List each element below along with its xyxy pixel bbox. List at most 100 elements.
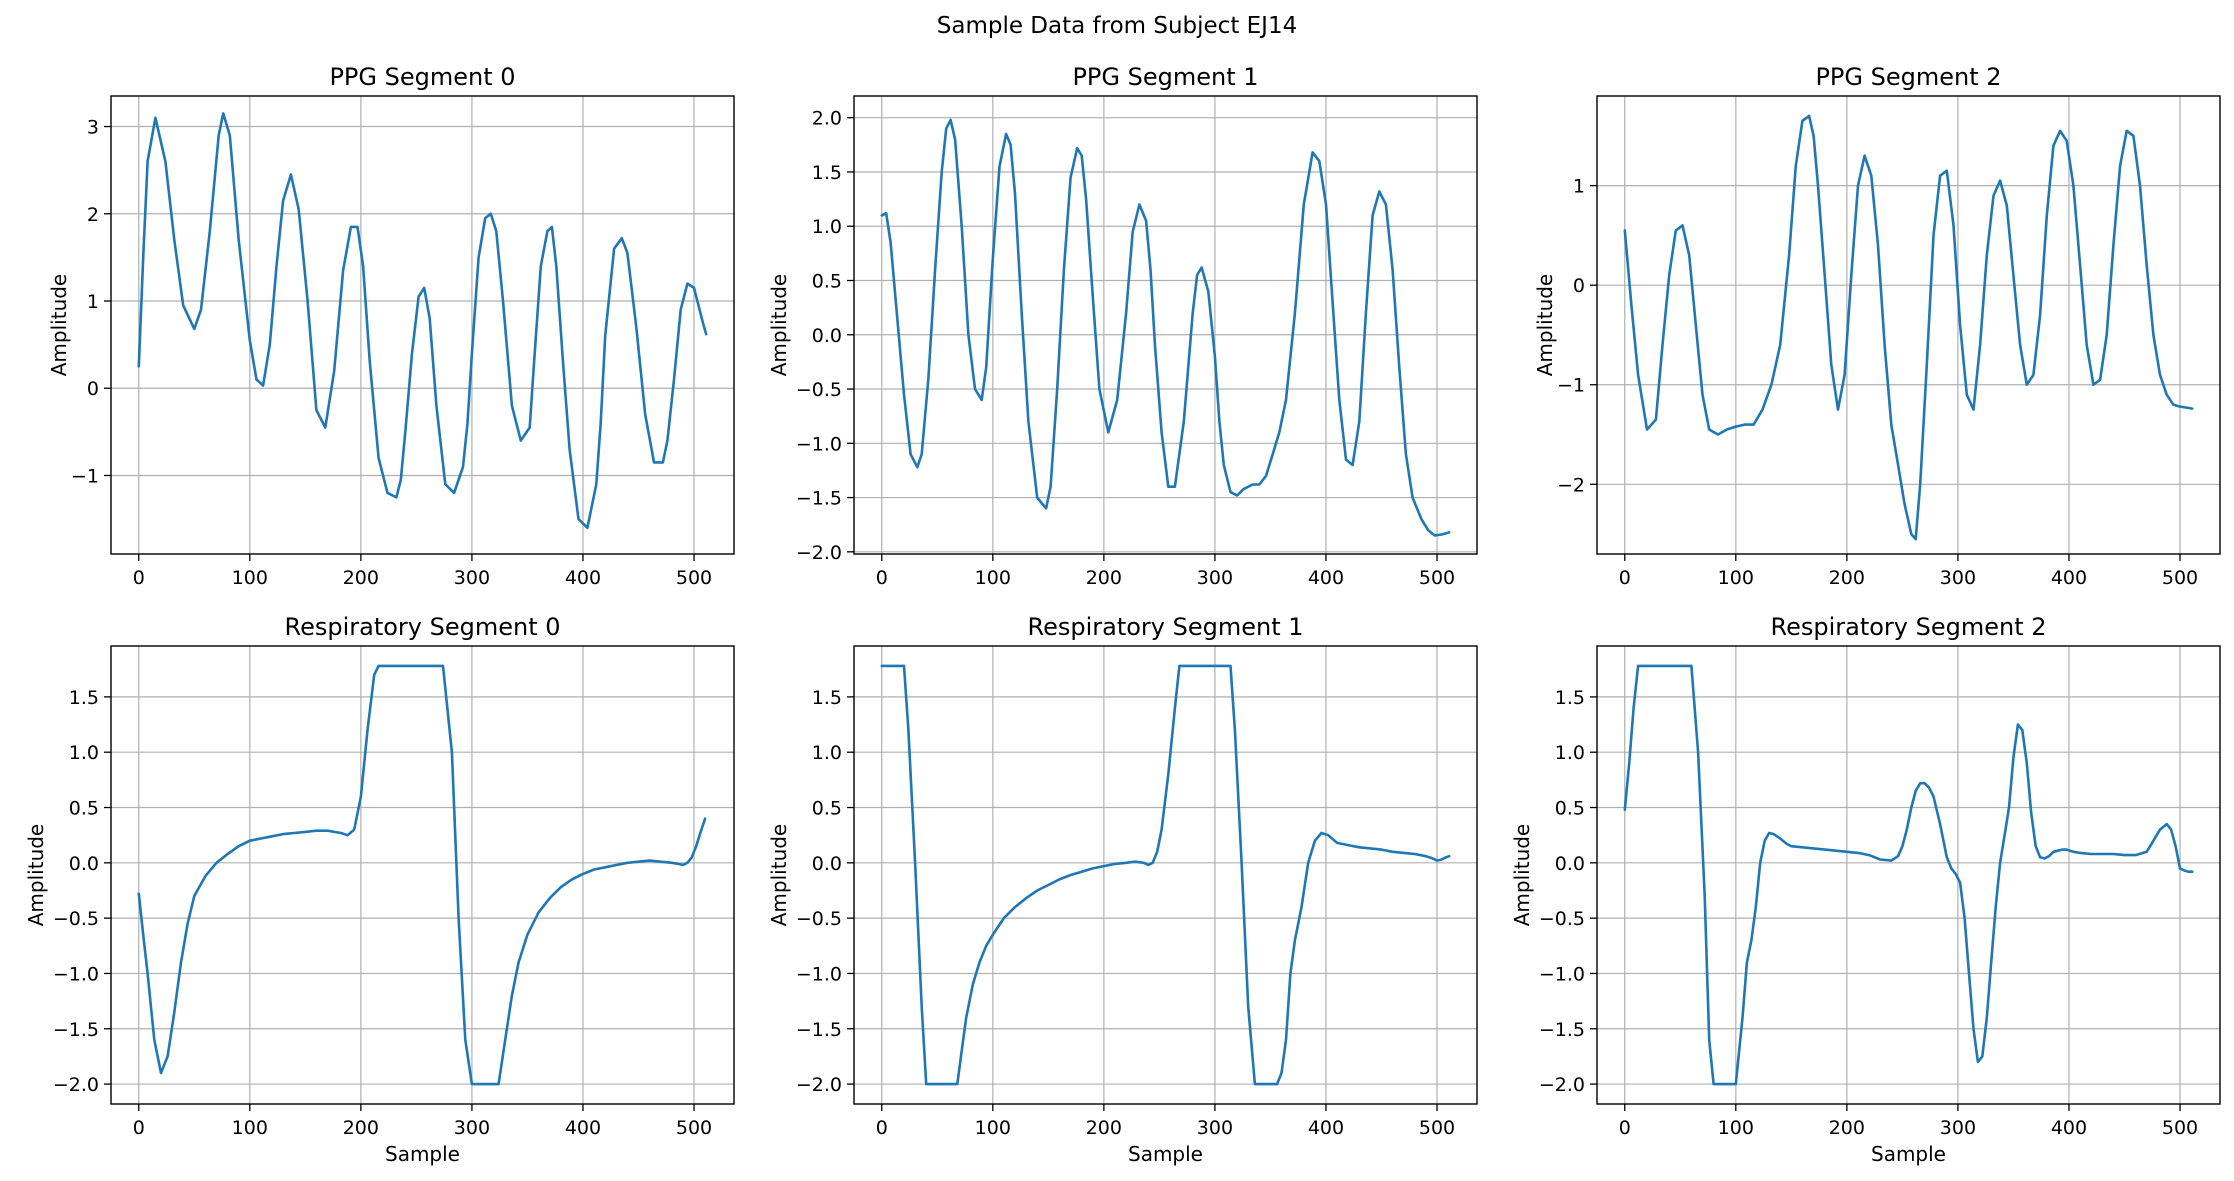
- plot-frame: [110, 95, 735, 555]
- y-tick-label: 2.0: [812, 108, 842, 130]
- x-tick-label: 100: [1718, 1117, 1754, 1139]
- y-tick-label: 3: [87, 117, 99, 139]
- x-tick-label: 200: [1829, 1117, 1865, 1139]
- x-tick-label: 0: [133, 567, 145, 589]
- x-tick-label: 300: [1197, 567, 1233, 589]
- y-tick-label: 1.5: [812, 687, 842, 709]
- x-tick-label: 100: [1718, 567, 1754, 589]
- x-tick-label: 400: [565, 567, 601, 589]
- x-tick-label: 200: [343, 567, 379, 589]
- y-axis-label: Amplitude: [24, 824, 48, 927]
- y-tick-label: 0.5: [69, 798, 99, 820]
- y-axis-label: Amplitude: [1510, 824, 1534, 927]
- panel-title: Respiratory Segment 1: [1027, 613, 1303, 641]
- y-tick-label: 0.0: [69, 853, 99, 875]
- y-axis-label: Amplitude: [767, 274, 791, 377]
- y-tick-label: −1.5: [796, 1019, 842, 1041]
- plot-frame: [1596, 645, 2221, 1105]
- y-tick-label: 0.0: [1555, 853, 1585, 875]
- y-tick-label: 1.5: [812, 162, 842, 184]
- x-tick-label: 500: [676, 1117, 712, 1139]
- y-tick-label: −1.5: [53, 1019, 99, 1041]
- panel-title: Respiratory Segment 0: [284, 613, 560, 641]
- x-tick-label: 200: [1086, 567, 1122, 589]
- y-tick-label: 1.0: [812, 742, 842, 764]
- y-axis-label: Amplitude: [767, 824, 791, 927]
- plot-frame: [853, 95, 1478, 555]
- y-tick-label: −1: [1557, 375, 1585, 397]
- series-line: [880, 118, 1451, 537]
- panel-2: 0 100 200 300 400 500 −2 −1 0 1 PPG Segment 2 Ampli…: [1533, 63, 2221, 589]
- series-line: [1623, 664, 2194, 1086]
- panel-0: 0 100 200 300 400 500 −1 0 1 2 3 PPG Segment 0 Ampli…: [47, 63, 735, 589]
- figure-suptitle: Sample Data from Subject EJ14: [937, 13, 1298, 39]
- y-tick-label: 1.5: [1555, 687, 1585, 709]
- y-axis-label: Amplitude: [47, 274, 71, 377]
- plot-frame: [853, 645, 1478, 1105]
- x-tick-label: 200: [1829, 567, 1865, 589]
- y-tick-label: 0.5: [1555, 798, 1585, 820]
- y-tick-label: −1.0: [796, 433, 842, 455]
- series-line: [880, 664, 1451, 1086]
- x-tick-label: 200: [343, 1117, 379, 1139]
- x-tick-label: 300: [454, 1117, 490, 1139]
- y-tick-label: −1.5: [796, 488, 842, 510]
- panel-title: PPG Segment 1: [1072, 63, 1258, 91]
- y-tick-label: −2.0: [796, 1074, 842, 1096]
- y-tick-label: −1.0: [796, 963, 842, 985]
- x-tick-label: 400: [2051, 1117, 2087, 1139]
- series-line: [137, 112, 708, 530]
- y-tick-label: −0.5: [53, 908, 99, 930]
- x-tick-label: 300: [454, 567, 490, 589]
- x-tick-label: 300: [1940, 567, 1976, 589]
- y-tick-label: −2.0: [1539, 1074, 1585, 1096]
- x-tick-label: 500: [676, 567, 712, 589]
- x-tick-label: 0: [1619, 567, 1631, 589]
- panel-1: 0 100 200 300 400 500 −2.0 −1.5 −1.0 −0.5 0.0 0.5 1.…: [767, 63, 1478, 589]
- y-tick-label: −0.5: [796, 908, 842, 930]
- series-line: [137, 664, 707, 1086]
- y-tick-label: 0.5: [812, 798, 842, 820]
- panel-title: Respiratory Segment 2: [1770, 613, 2046, 641]
- x-tick-label: 300: [1940, 1117, 1976, 1139]
- x-tick-label: 500: [1419, 1117, 1455, 1139]
- x-tick-label: 0: [133, 1117, 145, 1139]
- y-tick-label: 0.0: [812, 325, 842, 347]
- y-tick-label: 1.0: [69, 742, 99, 764]
- panel-5: 0 100 200 300 400 500 −2.0 −1.5 −1.0 −0.5 0.0 0.5 1.…: [1510, 613, 2221, 1166]
- y-tick-label: 0.0: [812, 853, 842, 875]
- x-tick-label: 0: [876, 1117, 888, 1139]
- plot-frame: [110, 645, 735, 1105]
- y-tick-label: 1: [1573, 176, 1585, 198]
- y-tick-label: 0: [87, 378, 99, 400]
- y-tick-label: 0.5: [812, 271, 842, 293]
- x-tick-label: 400: [565, 1117, 601, 1139]
- panel-3: 0 100 200 300 400 500 −2.0 −1.5 −1.0 −0.5 0.0 0.5 1.…: [24, 613, 735, 1166]
- panel-title: PPG Segment 2: [1815, 63, 2001, 91]
- x-axis-label: Sample: [1128, 1142, 1203, 1166]
- y-tick-label: 1.0: [1555, 742, 1585, 764]
- x-axis-label: Sample: [1871, 1142, 1946, 1166]
- x-tick-label: 500: [2162, 1117, 2198, 1139]
- x-tick-label: 0: [1619, 1117, 1631, 1139]
- y-tick-label: 0: [1573, 275, 1585, 297]
- x-tick-label: 300: [1197, 1117, 1233, 1139]
- series-line: [1623, 114, 2194, 541]
- y-tick-label: 1.0: [812, 216, 842, 238]
- x-tick-label: 100: [232, 1117, 268, 1139]
- x-tick-label: 200: [1086, 1117, 1122, 1139]
- x-tick-label: 400: [2051, 567, 2087, 589]
- y-tick-label: −1.0: [53, 963, 99, 985]
- y-tick-label: −1: [71, 465, 99, 487]
- x-tick-label: 100: [975, 1117, 1011, 1139]
- y-tick-label: −2.0: [53, 1074, 99, 1096]
- x-tick-label: 400: [1308, 567, 1344, 589]
- y-tick-label: 2: [87, 204, 99, 226]
- y-tick-label: −0.5: [796, 379, 842, 401]
- y-tick-label: −1.5: [1539, 1019, 1585, 1041]
- y-tick-label: −2: [1557, 474, 1585, 496]
- y-axis-label: Amplitude: [1533, 274, 1557, 377]
- x-axis-label: Sample: [385, 1142, 460, 1166]
